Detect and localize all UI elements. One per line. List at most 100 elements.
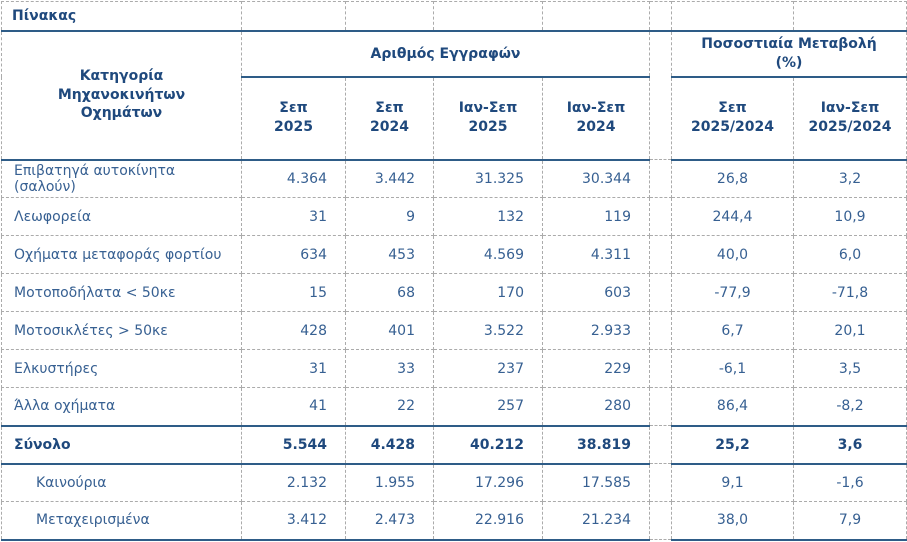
row-value: 4.428 (345, 424, 434, 465)
row-value: 26,8 (671, 159, 794, 198)
row-value: 453 (345, 235, 434, 274)
row-value: 3.412 (241, 501, 346, 541)
spacer-cell (649, 235, 672, 274)
row-value: 229 (542, 349, 650, 388)
spacer-cell (649, 30, 672, 160)
table-row: Οχήματα μεταφοράς φορτίου 634 453 4.569 … (1, 235, 907, 274)
row-value: 22.916 (433, 501, 543, 541)
table-row-total: Σύνολο 5.544 4.428 40.212 38.819 25,2 3,… (1, 424, 907, 465)
row-value: 170 (433, 273, 543, 312)
row-category: Λεωφορεία (1, 197, 242, 236)
row-value: 33 (345, 349, 434, 388)
col-header-sep-2024: Σεπ 2024 (345, 76, 434, 161)
row-category: Επιβατηγά αυτοκίνητα (σαλούν) (1, 159, 242, 198)
row-value: -1,6 (793, 463, 907, 502)
row-value: 3,5 (793, 349, 907, 388)
spacer-cell (649, 349, 672, 388)
row-value: 4.364 (241, 159, 346, 198)
row-value: 603 (542, 273, 650, 312)
col-header-jansep-ratio: Ιαν-Σεπ 2025/2024 (793, 76, 907, 161)
table-row: Μεταχειρισμένα 3.412 2.473 22.916 21.234… (1, 501, 907, 541)
row-value: 2.132 (241, 463, 346, 502)
row-value: 22 (345, 387, 434, 426)
row-value: 3,2 (793, 159, 907, 198)
category-column-header: Κατηγορία Μηχανοκινήτων Οχημάτων (1, 30, 242, 161)
row-value: 21.234 (542, 501, 650, 541)
row-value: -71,8 (793, 273, 907, 312)
table-title-row: Πίνακας (1, 1, 907, 32)
row-value: 5.544 (241, 424, 346, 465)
row-value: 38.819 (542, 424, 650, 465)
row-value: 15 (241, 273, 346, 312)
row-value: 428 (241, 311, 346, 350)
row-value: 3,6 (793, 424, 907, 465)
table-row: Λεωφορεία 31 9 132 119 244,4 10,9 (1, 197, 907, 236)
empty-cell (241, 1, 346, 32)
row-category: Μοτοσικλέτες > 50κε (1, 311, 242, 350)
empty-cell (671, 1, 794, 32)
row-category: Άλλα οχήματα (1, 387, 242, 426)
group-header-percentage-change: Ποσοστιαία Μεταβολή (%) (671, 30, 907, 78)
table-row: Άλλα οχήματα 41 22 257 280 86,4 -8,2 (1, 387, 907, 426)
sub-header-row: Σεπ 2025 Σεπ 2024 Ιαν-Σεπ 2025 Ιαν-Σεπ 2… (2, 76, 907, 161)
row-value: 4.569 (433, 235, 543, 274)
row-value: 119 (542, 197, 650, 236)
row-value: 3.442 (345, 159, 434, 198)
row-value: 41 (241, 387, 346, 426)
row-category: Σύνολο (1, 424, 242, 465)
row-value: 244,4 (671, 197, 794, 236)
spacer-cell (649, 273, 672, 312)
row-value: 9 (345, 197, 434, 236)
col-header-sep-2025: Σεπ 2025 (241, 76, 346, 161)
row-value: 7,9 (793, 501, 907, 541)
table-row: Επιβατηγά αυτοκίνητα (σαλούν) 4.364 3.44… (1, 159, 907, 198)
row-value: 17.585 (542, 463, 650, 502)
row-value: 86,4 (671, 387, 794, 426)
empty-cell (649, 1, 672, 32)
table-row: Καινούρια 2.132 1.955 17.296 17.585 9,1 … (1, 463, 907, 502)
empty-cell (433, 1, 543, 32)
table-row: Μοτοσικλέτες > 50κε 428 401 3.522 2.933 … (1, 311, 907, 350)
row-value: 10,9 (793, 197, 907, 236)
row-value: 9,1 (671, 463, 794, 502)
row-value: 20,1 (793, 311, 907, 350)
row-category: Μοτοποδήλατα < 50κε (1, 273, 242, 312)
row-category: Ελκυστήρες (1, 349, 242, 388)
row-value: 634 (241, 235, 346, 274)
spacer-cell (649, 425, 672, 464)
row-value: -8,2 (793, 387, 907, 426)
group-header-row: Κατηγορία Μηχανοκινήτων Οχημάτων Αριθμός… (1, 30, 907, 161)
row-value: 2.473 (345, 501, 434, 541)
empty-cell (793, 1, 907, 32)
row-category: Μεταχειρισμένα (1, 501, 242, 541)
spacer-cell (649, 197, 672, 236)
row-value: 1.955 (345, 463, 434, 502)
row-value: 4.311 (542, 235, 650, 274)
group-header-registrations: Αριθμός Εγγραφών (241, 30, 650, 78)
spacer-cell (649, 159, 672, 198)
row-value: 31 (241, 197, 346, 236)
row-value: 17.296 (433, 463, 543, 502)
spacer-cell (649, 501, 672, 540)
table-row: Ελκυστήρες 31 33 237 229 -6,1 3,5 (1, 349, 907, 388)
row-value: 2.933 (542, 311, 650, 350)
spacer-cell (649, 311, 672, 350)
row-value: -6,1 (671, 349, 794, 388)
row-value: 6,7 (671, 311, 794, 350)
row-category: Καινούρια (1, 463, 242, 502)
table-row: Μοτοποδήλατα < 50κε 15 68 170 603 -77,9 … (1, 273, 907, 312)
row-value: 40.212 (433, 424, 543, 465)
row-value: 30.344 (542, 159, 650, 198)
spacer-cell (649, 387, 672, 426)
row-value: 280 (542, 387, 650, 426)
row-value: 38,0 (671, 501, 794, 541)
col-header-sep-ratio: Σεπ 2025/2024 (671, 76, 794, 161)
row-value: -77,9 (671, 273, 794, 312)
empty-cell (542, 1, 650, 32)
row-value: 6,0 (793, 235, 907, 274)
row-value: 31.325 (433, 159, 543, 198)
col-header-jansep-2024: Ιαν-Σεπ 2024 (542, 76, 650, 161)
table-title: Πίνακας (1, 1, 242, 32)
col-header-jansep-2025: Ιαν-Σεπ 2025 (433, 76, 543, 161)
